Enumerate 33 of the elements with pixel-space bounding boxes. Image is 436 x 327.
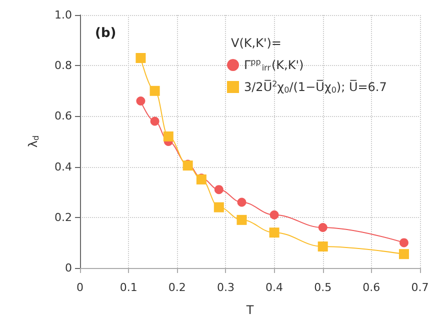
annotation: (b) bbox=[95, 26, 116, 41]
point bbox=[163, 131, 174, 142]
x-tick-label: 0.6 bbox=[362, 281, 380, 294]
x-tick-label: 0.5 bbox=[314, 281, 332, 294]
legend-title: V(K,K')= bbox=[231, 36, 282, 50]
x-tick-label: 0 bbox=[76, 281, 84, 294]
point bbox=[270, 210, 279, 220]
point bbox=[136, 53, 146, 64]
x-axis-title: T bbox=[245, 303, 254, 317]
point bbox=[318, 223, 328, 232]
x-tick-label: 0.4 bbox=[266, 281, 284, 294]
point bbox=[269, 228, 280, 238]
y-tick-label: 0.4 bbox=[54, 160, 72, 174]
y-tick-label: 0.2 bbox=[54, 210, 72, 224]
x-tick-label: 0.3 bbox=[216, 281, 234, 294]
x-tick-label: 0.2 bbox=[168, 281, 186, 294]
y-tick-label: 1.0 bbox=[54, 8, 72, 22]
point bbox=[237, 198, 246, 207]
y-tick-label: 0 bbox=[65, 262, 72, 274]
y-axis-title: λd bbox=[26, 135, 40, 148]
y-tick-label: 0.6 bbox=[54, 110, 72, 123]
point bbox=[318, 241, 328, 252]
point bbox=[398, 249, 409, 260]
point bbox=[236, 214, 247, 225]
point bbox=[399, 238, 408, 248]
point bbox=[136, 96, 146, 106]
y-tick-label: 0.8 bbox=[54, 59, 72, 72]
point bbox=[214, 202, 224, 212]
x-tick-label: 0.1 bbox=[120, 281, 138, 294]
point bbox=[150, 86, 160, 96]
x-tick-label: 0.7 bbox=[411, 281, 429, 294]
point bbox=[214, 185, 224, 194]
point bbox=[150, 116, 160, 126]
